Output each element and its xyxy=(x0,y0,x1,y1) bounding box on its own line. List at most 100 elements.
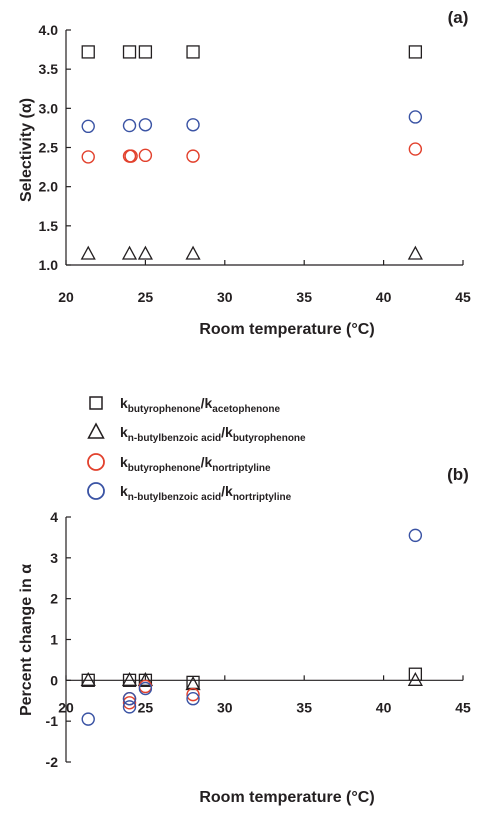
legend-text-k: k xyxy=(120,454,128,470)
data-point-triangle-black xyxy=(121,671,138,686)
panel-b-y-tick-labels: -2 -1 0 1 2 3 4 xyxy=(46,509,59,770)
x-tick-label: 45 xyxy=(455,699,471,715)
data-point-square-black xyxy=(186,45,200,59)
legend-text-k: k xyxy=(120,424,128,440)
data-point-circle-red xyxy=(81,150,95,164)
legend-label: kn-butylbenzoic acid/kbutyrophenone xyxy=(120,424,306,444)
legend-text-sub2: butyrophenone xyxy=(233,433,306,444)
x-tick-label: 40 xyxy=(376,289,392,305)
panel-b-data-points xyxy=(80,528,423,726)
x-tick-label: 20 xyxy=(58,699,74,715)
legend-item: kbutyrophenone/knortriptyline xyxy=(87,453,271,474)
data-point-triangle-black xyxy=(185,245,201,260)
x-tick-label: 45 xyxy=(455,289,471,305)
data-point-circle-blue xyxy=(138,118,153,132)
data-point-triangle-black xyxy=(80,671,96,686)
panel-b-x-axis-title: Room temperature (°C) xyxy=(199,789,374,806)
data-point-circle-red xyxy=(138,148,153,163)
data-point-circle-blue xyxy=(186,692,200,706)
legend-marker-circle-blue xyxy=(87,482,105,500)
y-tick-label: -1 xyxy=(46,713,59,729)
y-tick-label: 4.0 xyxy=(39,22,59,38)
panel-a-data-points xyxy=(80,45,423,260)
y-tick-label: -2 xyxy=(46,754,59,770)
data-point-triangle-black xyxy=(137,245,153,260)
legend-text-k: k xyxy=(120,395,128,411)
x-tick-label: 40 xyxy=(376,699,392,715)
data-point-triangle-black xyxy=(121,245,138,260)
x-tick-label: 35 xyxy=(296,289,312,305)
data-point-circle-blue xyxy=(186,118,200,132)
data-point-triangle-black xyxy=(407,671,423,686)
data-point-square-black xyxy=(122,45,137,59)
chart-panel-a: 20 25 30 35 40 45 1.0 1.5 2.0 2.5 3.0 3.5 4.0 (a) R… xyxy=(18,8,471,338)
y-tick-label: 2.5 xyxy=(39,140,59,156)
x-tick-label: 35 xyxy=(296,699,312,715)
y-tick-label: 3.0 xyxy=(39,100,59,116)
data-point-triangle-black xyxy=(407,245,423,260)
legend-text-slash: /k xyxy=(221,424,233,440)
panel-a-axes xyxy=(65,29,464,266)
data-point-circle-red xyxy=(186,687,200,702)
legend-label: kbutyrophenone/kacetophenone xyxy=(120,395,280,415)
legend-text-k: k xyxy=(120,483,128,499)
panel-b-y-axis-title: Percent change in α xyxy=(18,564,35,716)
legend-label: kbutyrophenone/knortriptyline xyxy=(120,454,271,474)
data-point-circle-blue xyxy=(122,692,137,706)
legend-item: kn-butylbenzoic acid/knortriptyline xyxy=(87,482,292,503)
legend-text-sub1: butyrophenone xyxy=(128,463,201,474)
y-tick-label: 1.0 xyxy=(39,257,59,273)
legend-text-sub2: acetophenone xyxy=(212,404,280,415)
y-tick-label: 1.5 xyxy=(39,218,59,234)
data-point-circle-blue xyxy=(81,119,95,134)
y-tick-label: 3 xyxy=(50,550,58,566)
data-point-circle-blue xyxy=(122,118,137,133)
y-tick-label: 0 xyxy=(50,672,58,688)
panel-b-label: (b) xyxy=(447,465,469,484)
panel-a-y-axis-title: Selectivity (α) xyxy=(18,98,35,202)
legend-text-slash: /k xyxy=(221,483,233,499)
y-tick-label: 3.5 xyxy=(39,61,59,77)
data-point-circle-blue xyxy=(122,700,137,714)
legend-text-sub1: butyrophenone xyxy=(128,404,201,415)
data-point-circle-blue xyxy=(408,110,423,124)
legend-marker-square-black xyxy=(89,396,103,410)
x-tick-label: 20 xyxy=(58,289,74,305)
y-tick-label: 2 xyxy=(50,591,58,607)
y-tick-label: 2.0 xyxy=(39,179,59,195)
data-point-circle-blue xyxy=(81,712,95,726)
data-point-circle-blue xyxy=(408,528,423,543)
legend-marker-circle-red xyxy=(87,453,105,471)
legend-text-sub2: nortriptyline xyxy=(233,492,292,503)
data-point-circle-red xyxy=(408,142,423,156)
panel-a-y-tick-labels: 1.0 1.5 2.0 2.5 3.0 3.5 4.0 xyxy=(39,22,59,273)
data-point-triangle-black xyxy=(80,245,96,260)
legend-text-sub1: n-butylbenzoic acid xyxy=(128,433,221,444)
legend-text-sub1: n-butylbenzoic acid xyxy=(128,492,221,503)
x-tick-label: 25 xyxy=(138,699,154,715)
y-tick-label: 4 xyxy=(50,509,58,525)
legend: kbutyrophenone/kacetophenonekn-butylbenz… xyxy=(87,395,306,503)
legend-label: kn-butylbenzoic acid/knortriptyline xyxy=(120,483,292,503)
panel-a-x-axis-title: Room temperature (°C) xyxy=(199,321,374,338)
panel-a-x-tick-labels: 20 25 30 35 40 45 xyxy=(58,289,471,305)
panel-a-label: (a) xyxy=(448,8,469,27)
x-tick-label: 30 xyxy=(217,699,233,715)
data-point-square-black xyxy=(81,45,95,59)
legend-item: kbutyrophenone/kacetophenone xyxy=(89,395,280,415)
data-point-square-black xyxy=(138,45,153,59)
data-point-square-black xyxy=(408,45,423,59)
chart-panel-b: 20 25 30 35 40 45 -2 -1 0 1 2 3 4 (b) Room temperat… xyxy=(18,465,471,806)
legend-marker-triangle-black xyxy=(87,422,105,439)
y-tick-label: 1 xyxy=(50,632,58,648)
x-tick-label: 25 xyxy=(138,289,154,305)
data-point-circle-red xyxy=(124,149,138,163)
legend-text-sub2: nortriptyline xyxy=(212,463,271,474)
data-point-triangle-black xyxy=(185,676,201,691)
data-point-triangle-black xyxy=(137,671,153,686)
panel-b-x-tick-labels: 20 25 30 35 40 45 xyxy=(58,699,471,715)
data-point-circle-blue xyxy=(138,681,153,696)
legend-text-slash: /k xyxy=(201,454,213,470)
data-point-circle-red xyxy=(186,149,200,163)
